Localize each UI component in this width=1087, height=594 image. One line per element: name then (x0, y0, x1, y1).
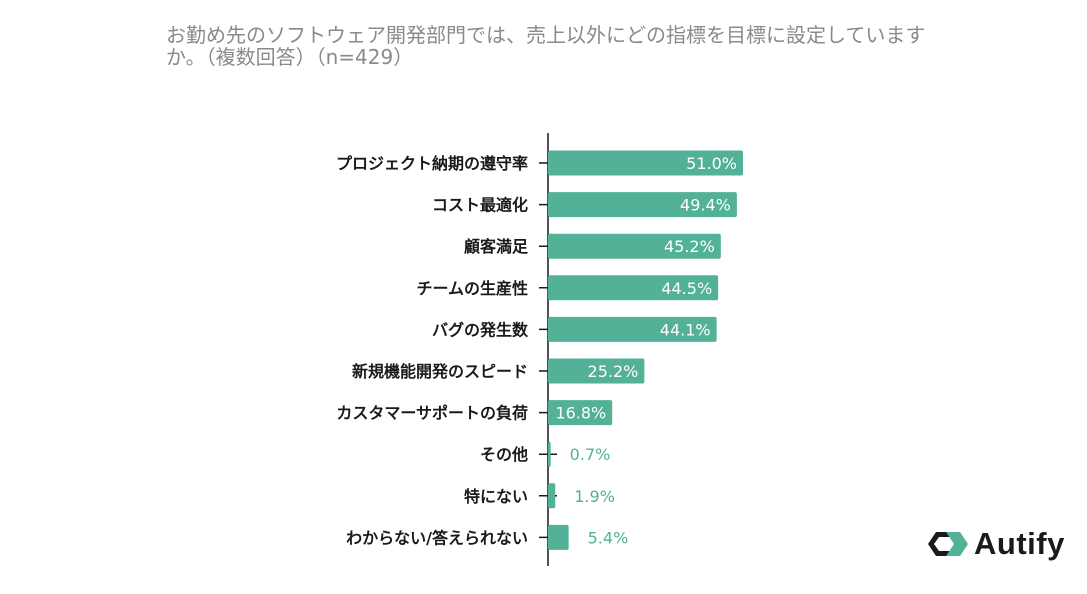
bar (548, 192, 737, 218)
data-label: 51.0% (686, 154, 737, 173)
autify-logo-text: Autify (974, 526, 1065, 561)
data-label: 45.2% (664, 237, 715, 256)
bar (548, 275, 719, 301)
data-label: 1.9% (574, 487, 615, 506)
data-label: 44.1% (660, 320, 711, 339)
autify-logo: Autify (928, 524, 1065, 564)
category-label: 新規機能開発のスピード (352, 362, 528, 381)
data-label: 0.7% (570, 445, 611, 464)
data-label: 25.2% (588, 362, 639, 381)
data-label: 49.4% (680, 196, 731, 215)
bar (548, 483, 556, 509)
data-label: 5.4% (588, 528, 629, 547)
bar (548, 150, 743, 176)
chart-title: お勤め先のソフトウェア開発部門では、売上以外にどの指標を目標に設定していますか。… (166, 23, 926, 69)
category-label: チームの生産性 (416, 279, 528, 298)
bar (548, 358, 645, 384)
autify-logo-icon (928, 532, 968, 556)
category-label: プロジェクト納期の遵守率 (336, 154, 528, 173)
category-label: バグの発生数 (432, 320, 529, 339)
bar (548, 441, 551, 467)
category-label: わからない/答えられない (346, 528, 528, 547)
data-label: 16.8% (555, 404, 606, 423)
category-label: コスト最適化 (432, 196, 528, 215)
bar (548, 316, 717, 342)
bar (548, 524, 569, 550)
bar (548, 400, 613, 426)
category-label: 顧客満足 (464, 237, 529, 256)
bar (548, 233, 721, 259)
category-label: カスタマーサポートの負荷 (336, 404, 528, 423)
category-label: その他 (480, 445, 528, 464)
data-label: 44.5% (661, 279, 712, 298)
category-label: 特にない (464, 487, 528, 506)
